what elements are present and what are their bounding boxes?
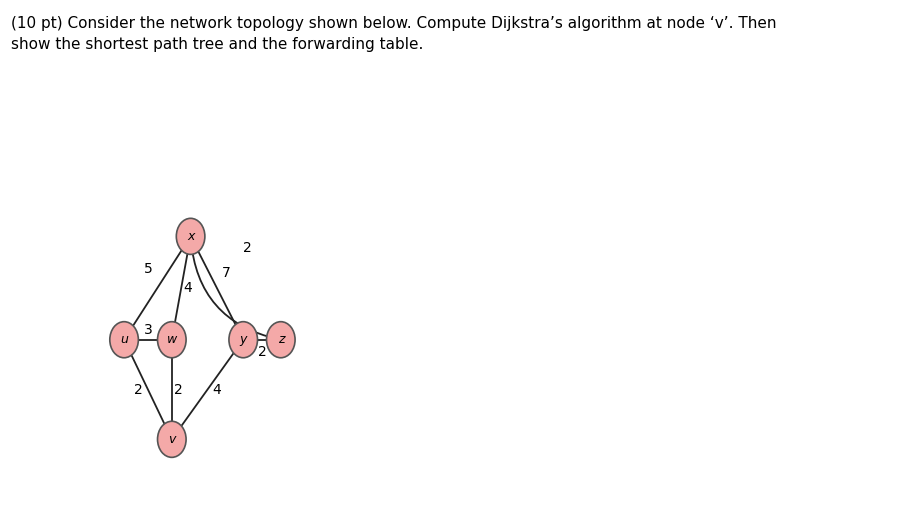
Text: 4: 4	[184, 281, 192, 295]
Ellipse shape	[229, 322, 258, 358]
Ellipse shape	[176, 218, 205, 254]
Text: 2: 2	[175, 383, 183, 397]
Text: w: w	[166, 333, 176, 346]
Text: (10 pt) Consider the network topology shown below. Compute Dijkstra’s algorithm : (10 pt) Consider the network topology sh…	[11, 16, 776, 52]
Text: 2: 2	[243, 241, 251, 255]
Text: y: y	[239, 333, 247, 346]
Text: 5: 5	[143, 262, 152, 276]
Text: 7: 7	[222, 266, 231, 280]
Text: 3: 3	[143, 323, 152, 337]
FancyArrowPatch shape	[191, 239, 278, 339]
Ellipse shape	[157, 322, 186, 358]
Text: 4: 4	[213, 383, 221, 397]
Text: v: v	[168, 433, 176, 446]
Ellipse shape	[110, 322, 139, 358]
Ellipse shape	[266, 322, 295, 358]
Text: u: u	[120, 333, 128, 346]
Text: z: z	[277, 333, 284, 346]
Text: x: x	[187, 230, 194, 243]
Text: 2: 2	[258, 345, 266, 359]
Text: 2: 2	[134, 383, 143, 397]
Ellipse shape	[157, 421, 186, 457]
